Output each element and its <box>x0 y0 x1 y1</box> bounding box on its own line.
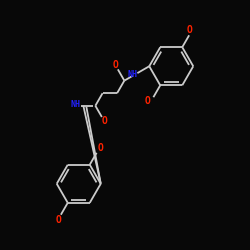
Text: O: O <box>186 25 192 35</box>
Text: O: O <box>113 60 119 70</box>
Text: NH: NH <box>127 70 137 78</box>
Text: O: O <box>145 96 151 106</box>
Text: NH: NH <box>71 100 81 109</box>
Text: O: O <box>56 215 61 225</box>
Text: O: O <box>102 116 107 126</box>
Text: O: O <box>98 143 103 153</box>
